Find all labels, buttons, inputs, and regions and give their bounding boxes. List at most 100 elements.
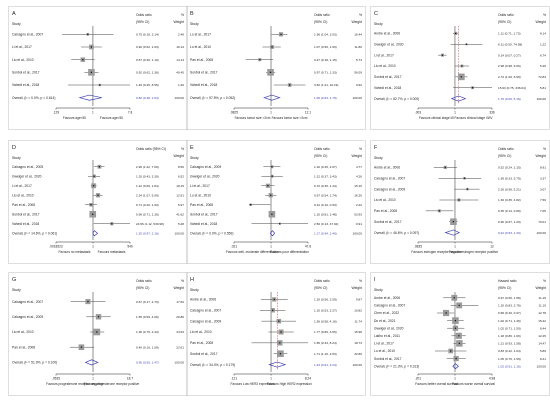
study-label: Li et al., 2017: [190, 184, 210, 188]
column-header-ci: (95% CI): [498, 154, 511, 158]
column-header-ratio: Odds ratio: [314, 279, 330, 283]
study-ci-text: 0.92 (0.52, 1.63): [136, 45, 159, 49]
study-weight: 9.92: [356, 83, 362, 87]
study-point: [452, 221, 455, 223]
x-tick-label: 1: [454, 111, 456, 115]
column-header-weight: Weight: [536, 154, 547, 158]
study-point: [99, 84, 101, 86]
panel-frame: [8, 272, 188, 396]
panel-a: A Study Odds ratio (95% CI)% Weight Calcagno …: [8, 6, 188, 130]
x-axis-label-left: Favours well, moderate differentiation: [226, 250, 279, 254]
study-weight: 8.56: [178, 165, 184, 169]
study-weight: 14.47: [538, 342, 546, 346]
study-point: [271, 309, 274, 311]
x-tick-label: 1: [270, 377, 272, 381]
study-point: [279, 353, 282, 355]
study-point: [458, 335, 460, 337]
study-point: [279, 223, 281, 225]
study-ci-text: 2.98 (0.98, 9.06): [498, 64, 521, 68]
study-label: Lu et al., 2010: [374, 349, 395, 353]
x-axis-label-right: Favours High HER2 expression: [267, 382, 312, 386]
column-header-ci: (95% CI): [314, 20, 327, 24]
study-point: [458, 199, 460, 201]
study-point: [90, 71, 93, 74]
x-axis-label-left: Favours no metastasis: [58, 250, 90, 254]
study-label: Sonbol et al., 2017: [12, 71, 40, 75]
x-tick-label: .121: [231, 377, 237, 381]
study-weight: 12.78: [538, 311, 546, 315]
panel-letter: B: [190, 11, 194, 17]
study-label: Gweiger et al., 2020: [374, 42, 404, 46]
study-label: Sonbol et al., 2017: [190, 212, 218, 216]
study-ci-text: 2.34 (1.07, 5.09): [136, 193, 159, 197]
study-point: [454, 319, 457, 322]
study-point: [449, 350, 452, 352]
forest-plot-d: D Study Odds ratio (95% CI) % Weight Calcagno…: [8, 140, 188, 264]
study-label: Sonbol et al., 2017: [374, 75, 402, 79]
study-point: [453, 297, 455, 299]
study-label: Pan et al., 2008: [374, 209, 397, 213]
study-point: [438, 210, 441, 212]
study-ci-text: 0.75 (0.18, 3.14): [136, 33, 159, 37]
study-ci-text: 2.72 (1.06, 6.99): [498, 75, 521, 79]
overall-label: Overall, (I² = 21.3%, p = 0.313): [374, 364, 419, 368]
study-ci-text: 1.56 (0.58, 4.16): [314, 319, 337, 323]
study-label: Calcagno et al., 2009: [190, 165, 221, 169]
study-ci-text: 1.71 (1.16, 2.53): [314, 352, 337, 356]
study-label: Andre et al., 2006: [374, 32, 400, 36]
panel-frame: [8, 6, 188, 130]
overall-diamond: [263, 94, 281, 101]
panel-letter: F: [374, 145, 378, 151]
study-ci-text: 1.96 (1.04, 3.03): [314, 33, 337, 37]
study-label: Calcagno et al., 2005: [12, 165, 43, 169]
column-header-weight: Weight: [352, 20, 363, 24]
study-ci-text: 3.52 (1.21, 10.19): [314, 83, 338, 87]
study-weight: 70.01: [538, 220, 546, 224]
column-header-percent: %: [359, 13, 362, 17]
forest-plot-i: I Study Hazard ratio (95% CI)% Weight Andre e…: [370, 272, 550, 396]
overall-diamond: [452, 363, 459, 370]
overall-ci-text: 0.82 (0.48, 1.63): [136, 96, 159, 100]
column-header-ci: (95% CI): [136, 286, 149, 290]
column-header-ci: (95% CI): [314, 286, 327, 290]
overall-diamond: [444, 229, 461, 236]
x-tick-label: 1: [92, 111, 94, 115]
study-weight: 15.22: [538, 319, 546, 323]
study-label: Gweiger et al., 2020: [190, 174, 220, 178]
study-weight: 3.37: [540, 176, 546, 180]
study-ci-text: 0.97 (0.54, 1.74): [314, 193, 337, 197]
overall-weight: 100.00: [175, 96, 185, 100]
overall-ci-text: 0.91 (0.53, 1.33): [498, 231, 521, 235]
study-ci-text: 1.21 (0.93, 1.58): [498, 342, 521, 346]
study-point: [455, 357, 457, 360]
x-tick-label: .0018523: [49, 245, 63, 249]
study-label: Gweiger et al., 2020: [12, 174, 42, 178]
study-point: [454, 327, 457, 329]
overall-diamond: [84, 359, 99, 366]
x-axis-label-left: Favours tumor size <2cm: [235, 116, 271, 120]
study-weight: 17.60: [176, 300, 184, 304]
column-header-weight: Weight: [174, 20, 185, 24]
study-weight: 4.26: [356, 174, 362, 178]
study-point: [465, 43, 468, 45]
study-ci-text: 1.10 (0.81, 1.48): [314, 212, 337, 216]
study-ci-text: 0.14 (0.07, 0.27): [498, 53, 521, 57]
study-point: [273, 298, 275, 301]
study-point: [463, 177, 466, 179]
overall-diamond: [450, 95, 467, 102]
study-ci-text: 6.11 (0.50, 74.58): [498, 42, 522, 46]
study-weight: 5.26: [540, 64, 546, 68]
forest-plot-g: G Study Odds ratio (95% CI)% Weight Calcagno …: [8, 272, 188, 396]
column-header-weight: Weight: [174, 154, 185, 158]
study-weight: 3.07: [540, 187, 546, 191]
column-header-percent: %: [181, 279, 184, 283]
study-ci-text: 1.12 (0.37, 3.43): [314, 174, 337, 178]
study-weight: 15.10: [354, 184, 362, 188]
study-ci-text: 0.71 (0.26, 1.93): [136, 203, 159, 207]
column-header-weight: Weight: [174, 286, 185, 290]
panel-letter: C: [374, 11, 378, 17]
column-header-percent: %: [181, 13, 184, 17]
study-label: Vahedi et al., 2018: [190, 222, 217, 226]
study-ci-text: 1.20 (0.56, 2.59): [314, 298, 337, 302]
overall-ci-text: 1.06 (0.63, 1.79): [314, 96, 337, 100]
